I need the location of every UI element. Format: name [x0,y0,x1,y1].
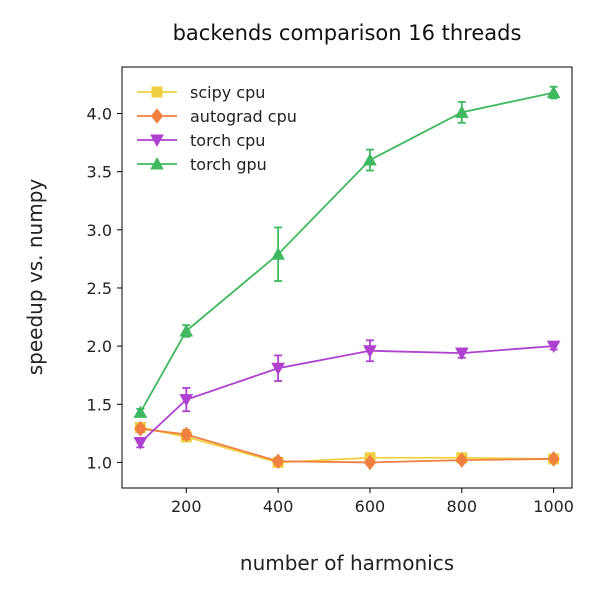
y-tick-label: 2.0 [87,337,112,356]
y-tick-label: 1.0 [87,453,112,472]
data-point [134,420,147,437]
series-line-torch-gpu [139,91,554,413]
data-point [133,437,148,450]
data-point [454,347,469,361]
data-point [454,105,469,118]
series-scipy-cpu [134,422,560,468]
y-axis-label: speedup vs. numpy [23,179,47,376]
series-line-autograd-cpu [140,427,554,464]
legend-item-autograd-cpu: autograd cpu [137,107,297,126]
data-point [133,405,148,418]
x-tick-label: 800 [447,497,478,516]
x-tick-label: 200 [171,497,202,516]
series-line-torch-cpu [139,345,554,444]
legend-label: scipy cpu [190,83,265,102]
y-tick-label: 3.0 [87,221,112,240]
data-point [546,85,561,99]
plot-area [121,66,573,489]
data-point [180,426,193,443]
legend-label: torch cpu [190,131,265,150]
data-point [179,323,194,337]
series-autograd-cpu [134,420,560,471]
x-tick-label: 1000 [533,497,574,516]
legend-marker [150,134,164,148]
series-line-scipy-cpu [140,426,554,464]
y-tick-label: 1.5 [87,395,112,414]
legend-item-torch-gpu: torch gpu [137,155,267,174]
y-tick-label: 2.5 [87,279,112,298]
legend-marker [150,156,164,170]
legend-label: autograd cpu [190,107,297,126]
x-tick-label: 600 [355,497,386,516]
legend-label: torch gpu [190,155,267,174]
legend-item-scipy-cpu: scipy cpu [137,83,265,102]
axis-ticks: 200 400 600 800 1000 1.0 1.5 2.0 2.5 3.0 3.5 4.0 [87,105,574,516]
data-point [271,247,285,260]
data-point [546,340,561,354]
series-torch-gpu [133,85,561,418]
series-torch-cpu [133,339,561,450]
y-tick-label: 3.5 [87,163,112,182]
data-point [363,152,377,166]
data-point [179,394,194,407]
legend-marker [150,108,164,124]
chart-title: backends comparison 16 threads [173,21,522,45]
data-point [271,453,285,470]
data-point [455,452,468,468]
data-point [363,345,377,358]
x-axis-label: number of harmonics [240,551,454,575]
data-point [271,362,285,376]
legend: scipy cpu autograd cpu torch cpu torch gpu [137,83,297,174]
data-point [547,451,560,467]
x-tick-label: 400 [263,497,294,516]
legend-marker [151,86,163,98]
legend-item-torch-cpu: torch cpu [137,131,265,150]
series-layer [133,85,561,471]
y-tick-label: 4.0 [87,105,112,124]
data-point [363,454,377,471]
